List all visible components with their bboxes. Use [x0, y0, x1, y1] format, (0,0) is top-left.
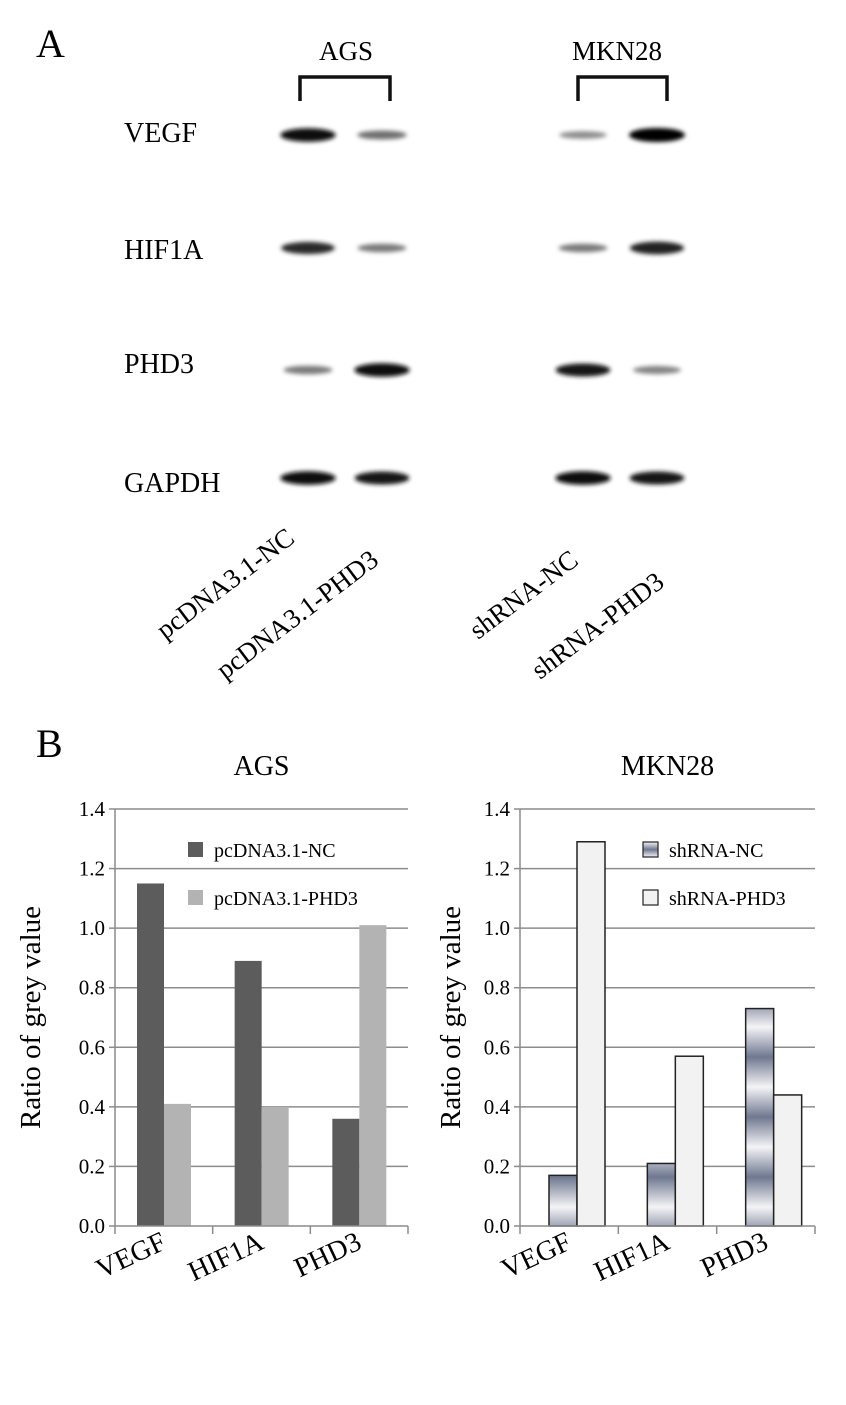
blot-band-mkn28-vegf-lane2: [629, 128, 685, 142]
y-tick-label: 0.0: [79, 1214, 105, 1238]
blot-band-ags-hif1a-lane1: [281, 241, 335, 255]
blot-band-ags-gapdh-lane1: [280, 471, 336, 485]
blot-band-ags-gapdh-lane2: [354, 471, 410, 485]
bracket-mkn28: [576, 75, 669, 101]
legend-swatch-shrna-phd3: [642, 889, 659, 906]
blot-band-mkn28-vegf-lane1: [559, 131, 607, 139]
bar-ags-phd3-pcdna3-1-nc: [332, 1118, 360, 1226]
blot-band-ags-vegf-lane2: [357, 130, 407, 140]
y-tick-label: 1.4: [484, 797, 511, 821]
blot-band-ags-hif1a-lane2: [357, 243, 407, 253]
y-axis-label: Ratio of grey value: [435, 906, 467, 1129]
y-tick-label: 1.2: [484, 857, 510, 881]
blot-band-mkn28-phd3-lane2: [632, 365, 682, 375]
y-tick-label: 0.6: [79, 1035, 105, 1059]
legend-label-pcdna3-1-phd3: pcDNA3.1-PHD3: [214, 888, 358, 910]
category-label-hif1a: HIF1A: [183, 1226, 269, 1288]
row-label-gapdh: GAPDH: [124, 468, 220, 499]
legend-swatch-pcdna3-1-phd3: [188, 890, 203, 905]
y-tick-label: 0.4: [484, 1095, 511, 1119]
y-tick-label: 1.2: [79, 857, 105, 881]
y-tick-label: 0.4: [79, 1095, 106, 1119]
blot-band-ags-phd3-lane2: [354, 363, 410, 377]
y-tick-label: 0.8: [79, 976, 105, 1000]
bar-mkn28-vegf-shrna-phd3: [576, 841, 606, 1227]
group-title-mkn28: MKN28: [572, 36, 662, 66]
blot-band-mkn28-phd3-lane1: [555, 363, 611, 377]
y-tick-label: 0.8: [484, 976, 510, 1000]
y-tick-label: 1.0: [79, 916, 105, 940]
bar-mkn28-vegf-shrna-nc: [548, 1174, 578, 1227]
chart-title-ags: AGS: [233, 751, 289, 782]
bar-ags-hif1a-pcdna3-1-nc: [234, 960, 262, 1226]
bar-ags-phd3-pcdna3-1-phd3: [359, 925, 387, 1226]
legend-label-shrna-nc: shRNA-NC: [669, 840, 763, 862]
western-blot-bands: [280, 128, 685, 485]
blot-band-ags-phd3-lane1: [283, 365, 333, 375]
bar-mkn28-hif1a-shrna-nc: [646, 1162, 677, 1227]
blot-band-mkn28-hif1a-lane2: [629, 241, 685, 255]
bar-mkn28-phd3-shrna-nc: [744, 1007, 775, 1227]
y-tick-label: 0.6: [484, 1035, 510, 1059]
chart-title-mkn28: MKN28: [621, 751, 714, 782]
panel-b-letter: B: [36, 721, 63, 766]
bar-ags-vegf-pcdna3-1-nc: [137, 883, 164, 1226]
legend-swatch-shrna-nc: [642, 841, 659, 858]
y-tick-label: 1.4: [79, 797, 106, 821]
row-label-vegf: VEGF: [124, 118, 197, 149]
blot-band-mkn28-gapdh-lane2: [629, 471, 685, 485]
y-tick-label: 0.2: [79, 1154, 105, 1178]
bracket-ags: [298, 75, 392, 101]
y-tick-label: 0.0: [484, 1214, 510, 1238]
blot-band-ags-vegf-lane1: [280, 128, 336, 142]
y-tick-label: 1.0: [484, 916, 510, 940]
category-label-phd3: PHD3: [696, 1226, 773, 1284]
blot-band-mkn28-gapdh-lane1: [555, 471, 611, 485]
panel-a-letter: A: [36, 21, 65, 66]
legend-label-pcdna3-1-nc: pcDNA3.1-NC: [214, 840, 336, 862]
category-label-phd3: PHD3: [290, 1226, 367, 1284]
group-title-ags: AGS: [319, 36, 373, 66]
bar-mkn28-phd3-shrna-phd3: [772, 1094, 803, 1227]
row-label-phd3: PHD3: [124, 349, 194, 380]
bar-mkn28-hif1a-shrna-phd3: [674, 1055, 705, 1227]
category-label-hif1a: HIF1A: [589, 1226, 675, 1288]
bar-ags-hif1a-pcdna3-1-phd3: [261, 1106, 289, 1226]
blot-band-mkn28-hif1a-lane1: [558, 243, 608, 253]
row-label-hif1a: HIF1A: [124, 235, 204, 266]
bar-ags-vegf-pcdna3-1-phd3: [164, 1103, 191, 1226]
y-axis-label: Ratio of grey value: [15, 906, 47, 1129]
y-tick-label: 0.2: [484, 1154, 510, 1178]
legend-swatch-pcdna3-1-nc: [188, 842, 203, 857]
legend-label-shrna-phd3: shRNA-PHD3: [669, 888, 786, 910]
